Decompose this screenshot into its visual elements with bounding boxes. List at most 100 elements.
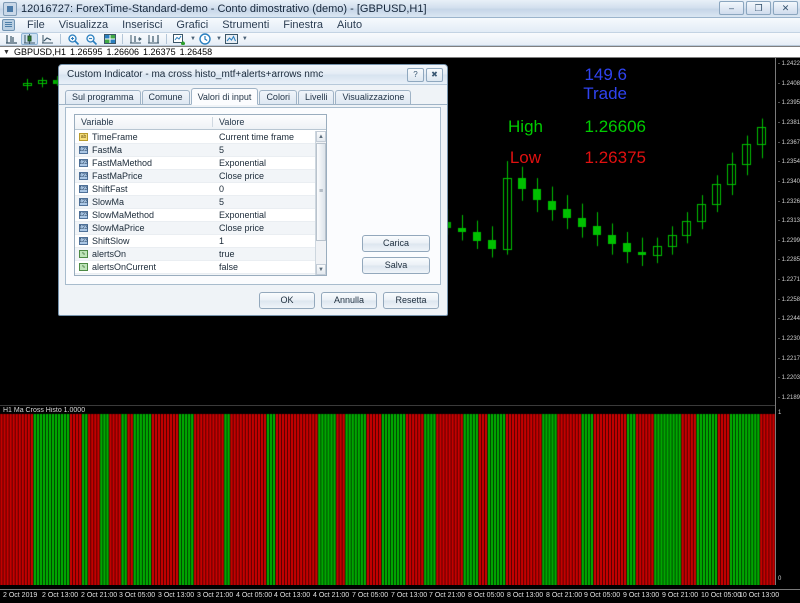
table-row[interactable]: 123 SlowMaPrice Close price	[75, 222, 315, 235]
table-row[interactable]: ∿alertsMessagetrue	[75, 274, 315, 275]
new-indicator-icon[interactable]	[171, 33, 188, 45]
scroll-up-icon[interactable]: ▲	[316, 131, 326, 142]
table-row[interactable]: ∿ alertsOn true	[75, 248, 315, 261]
menu-item-finestra[interactable]: Finestra	[283, 19, 324, 31]
custom-indicator-dialog[interactable]: Custom Indicator - ma cross histo_mtf+al…	[58, 64, 448, 316]
period-dropdown-icon[interactable]: ▼	[215, 36, 222, 42]
variable-name: SlowMaMethod	[92, 210, 155, 220]
variable-value[interactable]: 1	[219, 236, 225, 246]
table-row[interactable]: ∿ alertsOnCurrent false	[75, 261, 315, 274]
time-axis-label: 9 Oct 21:00	[662, 592, 699, 599]
time-axis-label: 7 Oct 13:00	[391, 592, 428, 599]
menu-item-file[interactable]: File	[27, 19, 45, 31]
new-indicator-dropdown-icon[interactable]: ▼	[190, 36, 196, 42]
variable-value[interactable]: Close price	[219, 223, 265, 233]
tab-visualizzazione[interactable]: Visualizzazione	[335, 90, 412, 104]
tab-colori[interactable]: Colori	[259, 90, 297, 104]
tab-comune[interactable]: Comune	[141, 90, 190, 104]
price-scale-tick: - 1.22850	[778, 257, 800, 264]
time-axis-label: 4 Oct 05:00	[236, 592, 273, 599]
table-row[interactable]: 123 FastMaPrice Close price	[75, 170, 315, 183]
time-axis-label: 4 Oct 13:00	[274, 592, 311, 599]
template-dropdown-icon[interactable]: ▼	[241, 36, 248, 42]
zoom-out-icon[interactable]	[83, 33, 100, 45]
dialog-close-icon[interactable]: ✖	[426, 67, 443, 82]
save-button[interactable]: Salva	[362, 257, 430, 274]
bar-chart-icon[interactable]	[3, 33, 20, 45]
minimize-button[interactable]: –	[719, 1, 744, 15]
inputs-table-rows[interactable]: ab TimeFrame Current time frame 123 FastMa 5 1…	[75, 131, 315, 275]
auto-scroll-icon[interactable]	[145, 33, 162, 45]
tab-valori-di-input[interactable]: Valori di input	[190, 88, 259, 105]
table-row[interactable]: 123 FastMa 5	[75, 144, 315, 157]
scroll-down-icon[interactable]: ▼	[316, 264, 326, 275]
price-scale-tick: - 1.22715	[778, 277, 800, 284]
help-icon[interactable]: ?	[407, 67, 424, 82]
integer-var-icon: 123	[79, 198, 88, 206]
inputs-table[interactable]: Variable Valore ab TimeFrame Current time …	[74, 114, 327, 276]
tab-livelli[interactable]: Livelli	[297, 90, 335, 104]
variable-name: ShiftFast	[92, 184, 128, 194]
integer-var-icon: 123	[79, 237, 88, 245]
variable-value[interactable]: false	[219, 262, 239, 272]
candlestick-chart-icon[interactable]	[21, 33, 38, 45]
time-axis-label: 8 Oct 13:00	[507, 592, 544, 599]
variable-value[interactable]: 5	[219, 197, 225, 207]
inputs-table-scrollbar[interactable]: ▲ ▼	[315, 131, 326, 275]
maximize-button[interactable]: ❐	[746, 1, 771, 15]
reset-button[interactable]: Resetta	[383, 292, 439, 309]
tab-sul-programma[interactable]: Sul programma	[65, 90, 141, 104]
load-button[interactable]: Carica	[362, 235, 430, 252]
menu-item-aiuto[interactable]: Aiuto	[337, 19, 363, 31]
window-title: 12016727: ForexTime-Standard-demo - Cont…	[21, 2, 427, 15]
time-axis-label: 2 Oct 13:00	[42, 592, 79, 599]
bool-var-icon: ∿	[79, 250, 88, 258]
table-row[interactable]: 123 SlowMa 5	[75, 196, 315, 209]
price-scale-tick: - 1.22580	[778, 296, 800, 303]
table-row[interactable]: 123 SlowMaMethod Exponential	[75, 209, 315, 222]
ohlc-close: 1.26458	[179, 47, 213, 57]
table-row[interactable]: 123 FastMaMethod Exponential	[75, 157, 315, 170]
variable-value[interactable]: Current time frame	[219, 132, 295, 142]
variable-value[interactable]: Exponential	[219, 210, 267, 220]
variable-value[interactable]: 5	[219, 145, 225, 155]
symbol-expand-icon[interactable]: ▼	[3, 48, 10, 56]
scrollbar-thumb[interactable]	[316, 143, 326, 241]
variable-value[interactable]: Close price	[219, 171, 265, 181]
line-chart-icon[interactable]	[39, 33, 56, 45]
price-scale[interactable]: - 1.24225 - 1.24085 - 1.23950 - 1.23815 - 1.…	[775, 58, 800, 585]
table-row[interactable]: ab TimeFrame Current time frame	[75, 131, 315, 144]
template-icon[interactable]	[223, 33, 240, 45]
menu-app-icon	[2, 19, 15, 31]
time-axis-label: 3 Oct 05:00	[119, 592, 156, 599]
zoom-in-icon[interactable]	[65, 33, 82, 45]
variable-value[interactable]: true	[219, 249, 235, 259]
table-row[interactable]: 123 ShiftFast 0	[75, 183, 315, 196]
shift-chart-icon[interactable]	[127, 33, 144, 45]
menu-item-grafici[interactable]: Grafici	[176, 19, 209, 31]
string-var-icon: ab	[79, 133, 88, 141]
variable-value[interactable]: 0	[219, 184, 225, 194]
price-scale-tick: - 1.24225	[778, 61, 800, 67]
cancel-button[interactable]: Annulla	[321, 292, 377, 309]
integer-var-icon: 123	[79, 146, 88, 154]
indicator-histogram-pane[interactable]: H1 Ma Cross Histo 1.0000	[0, 405, 775, 585]
bool-var-icon: ∿	[79, 263, 88, 271]
menu-item-visualizza[interactable]: Visualizza	[58, 19, 109, 31]
dialog-titlebar: Custom Indicator - ma cross histo_mtf+al…	[59, 65, 447, 85]
tile-windows-icon[interactable]	[101, 33, 118, 45]
time-axis-label: 4 Oct 21:00	[313, 592, 350, 599]
ok-button[interactable]: OK	[259, 292, 315, 309]
menu-item-strumenti[interactable]: Strumenti	[222, 19, 270, 31]
app-icon	[3, 1, 17, 16]
integer-var-icon: 123	[79, 224, 88, 232]
table-row[interactable]: 123 ShiftSlow 1	[75, 235, 315, 248]
variable-name: TimeFrame	[92, 132, 138, 142]
time-axis-label: 3 Oct 21:00	[197, 592, 234, 599]
menu-item-inserisci[interactable]: Inserisci	[122, 19, 163, 31]
period-clock-icon[interactable]	[197, 33, 214, 45]
price-scale-tick: - 1.23950	[778, 100, 800, 107]
close-button[interactable]: ✕	[773, 1, 798, 15]
variable-value[interactable]: Exponential	[219, 158, 267, 168]
